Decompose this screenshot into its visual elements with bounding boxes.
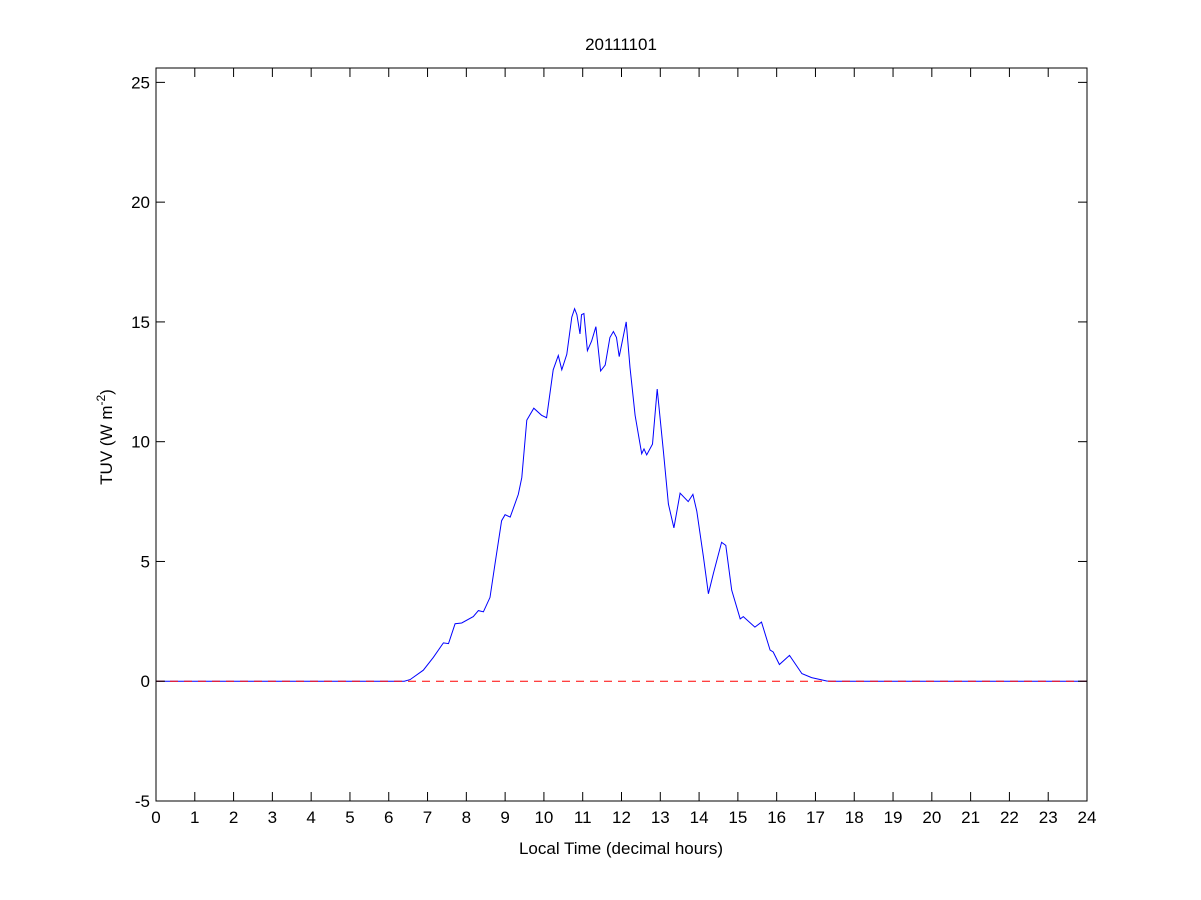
tuv-series-line <box>156 307 1087 682</box>
chart-title: 20111101 <box>585 35 657 54</box>
x-tick-label: 3 <box>268 808 277 827</box>
y-tick-label: 10 <box>131 433 150 452</box>
x-tick-label: 0 <box>151 808 160 827</box>
x-tick-label: 18 <box>845 808 864 827</box>
x-tick-label: 9 <box>500 808 509 827</box>
y-tick-label: 15 <box>131 313 150 332</box>
y-tick-label: 5 <box>141 552 150 571</box>
y-tick-label: 20 <box>131 193 150 212</box>
y-axis-label: TUV (W m-2) <box>94 389 116 485</box>
y-axis-label-close: ) <box>97 389 116 395</box>
x-tick-label: 14 <box>690 808 709 827</box>
x-tick-label: 1 <box>190 808 199 827</box>
y-axis-label-main: TUV (W m <box>97 406 116 485</box>
y-axis-label-superscript: -2 <box>94 395 108 406</box>
x-tick-label: 17 <box>806 808 825 827</box>
y-tick-label: -5 <box>135 792 150 811</box>
x-tick-label: 11 <box>574 808 592 827</box>
x-tick-label: 19 <box>884 808 903 827</box>
x-tick-label: 13 <box>651 808 670 827</box>
x-tick-label: 22 <box>1000 808 1019 827</box>
x-tick-label: 16 <box>767 808 786 827</box>
x-tick-label: 2 <box>229 808 238 827</box>
x-tick-label: 20 <box>922 808 941 827</box>
x-tick-label: 23 <box>1039 808 1058 827</box>
x-tick-label: 21 <box>961 808 980 827</box>
y-tick-label: 25 <box>131 73 150 92</box>
x-tick-label: 7 <box>423 808 432 827</box>
x-tick-label: 4 <box>306 808 315 827</box>
x-tick-label: 24 <box>1078 808 1097 827</box>
x-tick-label: 12 <box>612 808 631 827</box>
plot-area: 0 1 2 3 4 5 6 7 8 9 10 11 12 13 14 15 16 17 18 19 20 21 22 23 24… <box>131 67 1097 827</box>
x-tick-label: 5 <box>345 808 354 827</box>
plot-background <box>156 68 1087 801</box>
y-tick-label: 0 <box>141 672 150 691</box>
x-tick-label: 15 <box>728 808 747 827</box>
x-tick-label: 8 <box>462 808 471 827</box>
x-tick-label: 10 <box>534 808 553 827</box>
x-axis-label: Local Time (decimal hours) <box>519 839 723 858</box>
x-tick-label: 6 <box>384 808 393 827</box>
